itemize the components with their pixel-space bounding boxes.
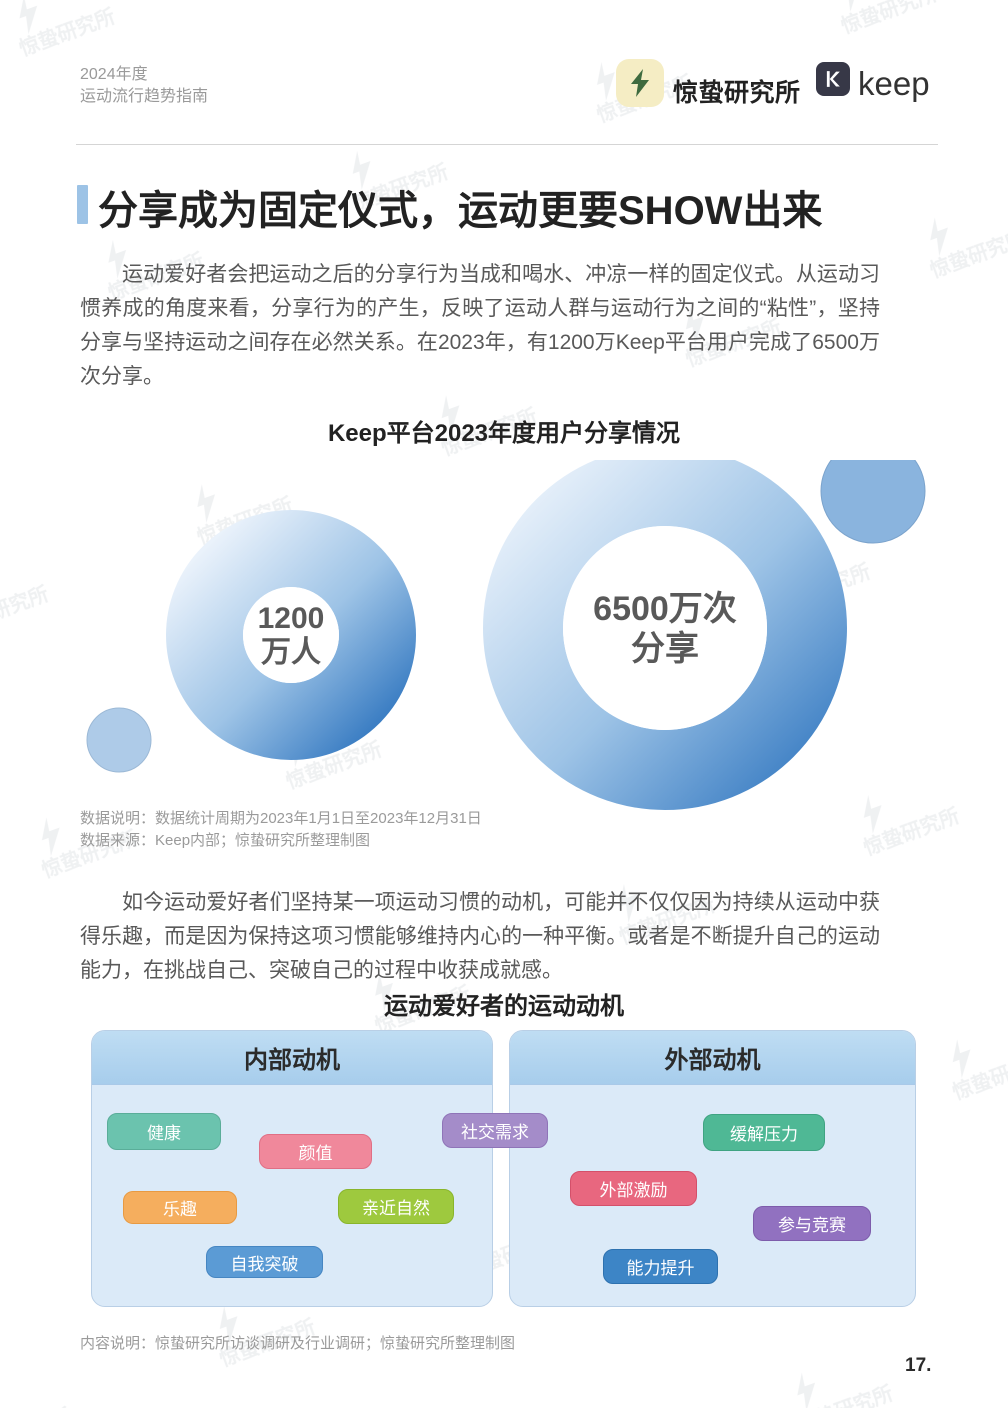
svg-text:分享: 分享 [631, 630, 699, 668]
svg-text:1200: 1200 [258, 602, 325, 635]
svg-text:万人: 万人 [261, 636, 321, 669]
svg-text:6500万次: 6500万次 [593, 590, 737, 628]
